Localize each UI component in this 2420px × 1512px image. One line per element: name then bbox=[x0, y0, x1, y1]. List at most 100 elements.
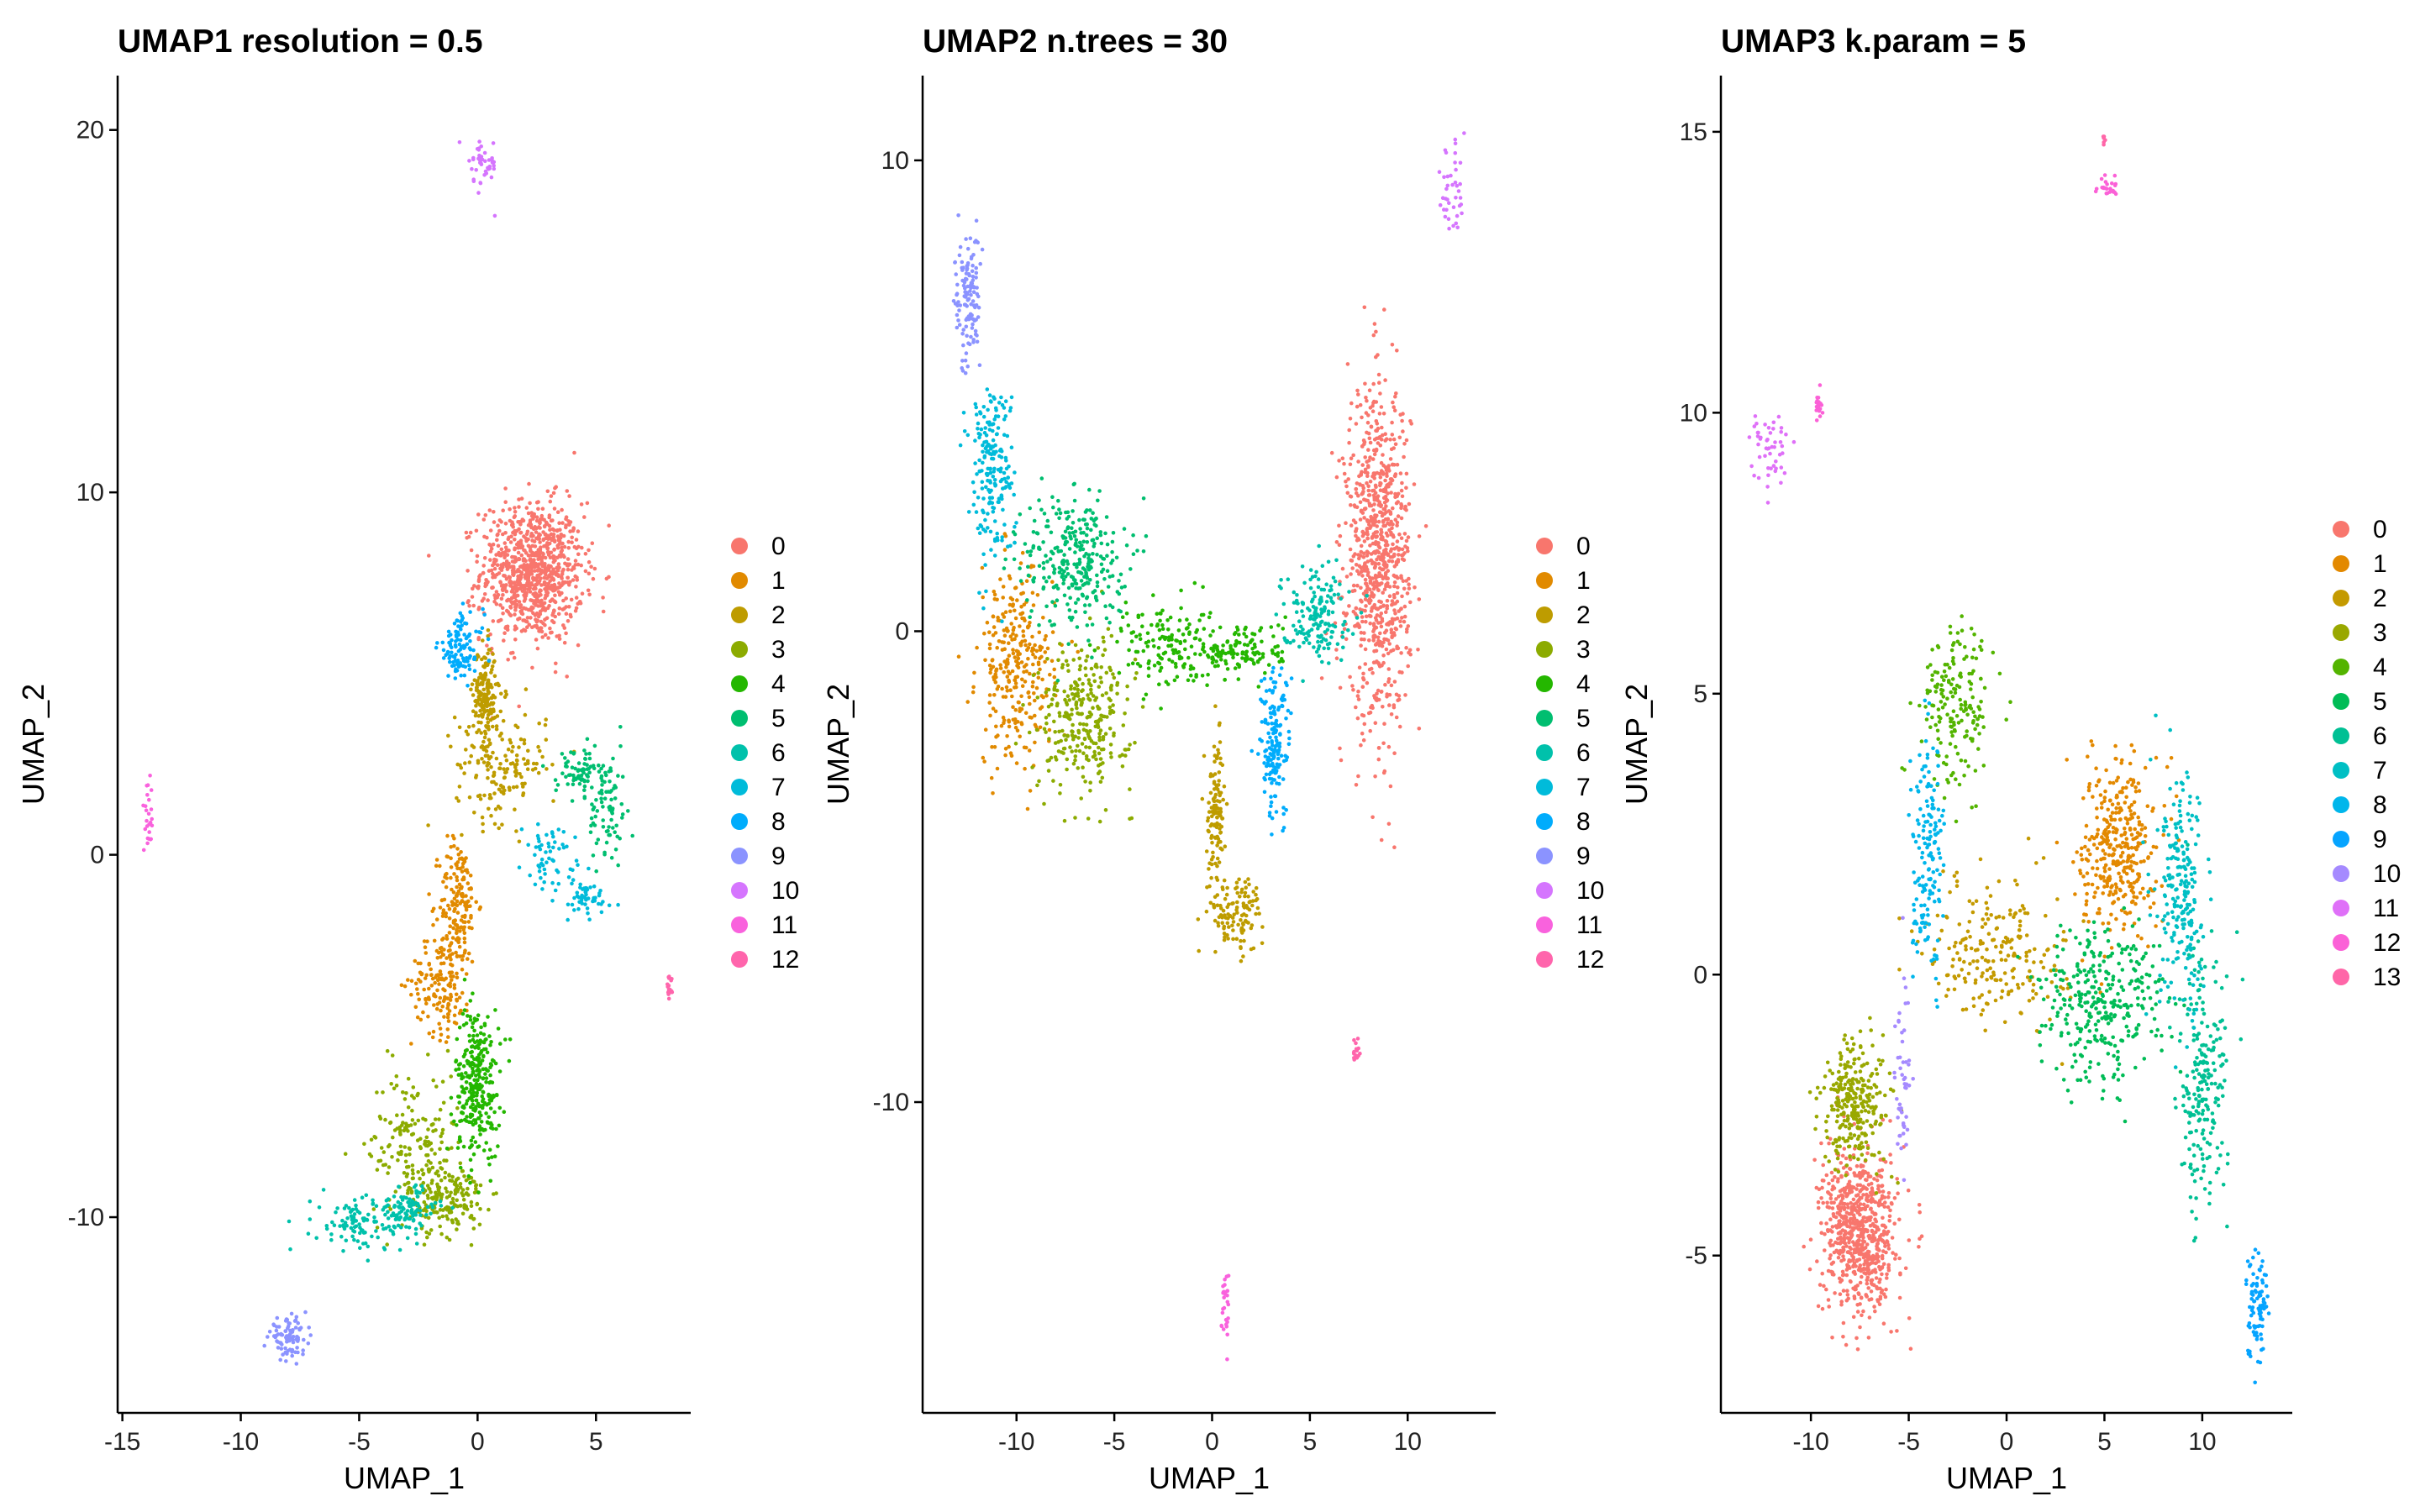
point bbox=[491, 542, 496, 547]
point bbox=[1384, 547, 1388, 552]
point bbox=[1389, 491, 1393, 495]
point bbox=[1372, 471, 1377, 475]
point bbox=[491, 716, 496, 721]
point bbox=[1355, 716, 1360, 721]
point bbox=[1407, 586, 1412, 591]
point bbox=[1392, 580, 1397, 585]
point bbox=[1368, 479, 1373, 484]
point bbox=[1361, 555, 1366, 559]
point bbox=[1392, 552, 1397, 557]
point bbox=[1412, 482, 1417, 486]
point bbox=[513, 506, 517, 510]
point bbox=[502, 1110, 507, 1114]
point bbox=[482, 592, 487, 596]
point bbox=[484, 692, 489, 697]
point bbox=[469, 1242, 474, 1247]
point bbox=[1252, 661, 1256, 666]
point bbox=[547, 856, 551, 861]
point bbox=[478, 708, 482, 713]
point bbox=[1109, 755, 1113, 759]
point bbox=[1368, 543, 1372, 548]
point bbox=[1225, 667, 1230, 671]
point bbox=[1403, 544, 1407, 549]
point bbox=[546, 564, 551, 568]
point bbox=[482, 150, 487, 155]
point bbox=[1077, 748, 1082, 753]
point bbox=[1382, 637, 1386, 642]
point bbox=[506, 549, 511, 553]
point bbox=[385, 1242, 390, 1247]
point bbox=[392, 1086, 397, 1091]
point bbox=[1038, 725, 1043, 730]
point bbox=[1372, 476, 1376, 480]
point bbox=[420, 1184, 424, 1189]
point bbox=[472, 584, 476, 588]
point bbox=[470, 166, 474, 171]
point bbox=[1050, 580, 1055, 584]
point bbox=[1084, 722, 1089, 727]
point bbox=[482, 707, 487, 711]
point bbox=[349, 1214, 354, 1218]
point bbox=[360, 1228, 365, 1233]
point bbox=[1215, 856, 1220, 861]
point bbox=[1386, 677, 1392, 681]
cluster-1-points bbox=[399, 833, 482, 1046]
point bbox=[393, 1217, 398, 1222]
point bbox=[1084, 753, 1089, 759]
point bbox=[1386, 533, 1390, 538]
point bbox=[501, 508, 505, 512]
point bbox=[415, 1194, 420, 1199]
x-tick-label: -15 bbox=[104, 1428, 140, 1456]
point bbox=[988, 713, 992, 718]
point bbox=[445, 1005, 450, 1011]
point bbox=[566, 563, 571, 568]
point bbox=[1371, 593, 1376, 597]
point bbox=[141, 848, 146, 853]
point bbox=[477, 1063, 481, 1067]
point bbox=[429, 1211, 433, 1216]
point bbox=[324, 1224, 329, 1228]
point bbox=[1234, 625, 1239, 630]
point bbox=[1360, 731, 1365, 736]
point bbox=[539, 875, 543, 880]
point bbox=[441, 908, 446, 912]
point bbox=[476, 1078, 480, 1083]
point bbox=[516, 545, 520, 550]
point bbox=[1197, 618, 1202, 622]
point bbox=[1402, 619, 1407, 624]
point bbox=[460, 656, 466, 660]
point bbox=[1207, 861, 1212, 865]
point bbox=[1112, 733, 1116, 738]
point bbox=[507, 535, 511, 540]
point bbox=[1242, 632, 1246, 636]
point bbox=[374, 1204, 379, 1208]
point bbox=[1399, 504, 1404, 508]
point bbox=[1215, 843, 1219, 848]
point bbox=[1381, 654, 1386, 658]
point bbox=[478, 1031, 483, 1036]
point bbox=[1382, 587, 1387, 591]
point bbox=[471, 693, 476, 697]
point bbox=[424, 1213, 429, 1217]
point bbox=[494, 1126, 498, 1131]
point bbox=[439, 1134, 443, 1138]
point bbox=[544, 572, 548, 577]
point bbox=[1227, 925, 1231, 929]
point bbox=[513, 591, 517, 595]
point bbox=[573, 766, 577, 771]
point bbox=[1376, 757, 1381, 762]
point bbox=[1397, 435, 1402, 440]
point bbox=[1348, 675, 1352, 680]
legend-swatch bbox=[731, 779, 748, 795]
y-axis-label: UMAP_2 bbox=[16, 684, 50, 805]
point bbox=[492, 561, 497, 566]
point bbox=[1366, 488, 1371, 493]
point bbox=[474, 168, 478, 172]
point bbox=[447, 931, 452, 935]
point bbox=[517, 557, 522, 561]
point bbox=[1031, 652, 1035, 657]
point bbox=[352, 1237, 356, 1242]
point bbox=[375, 1090, 379, 1095]
point bbox=[1360, 615, 1365, 619]
point bbox=[555, 528, 560, 533]
